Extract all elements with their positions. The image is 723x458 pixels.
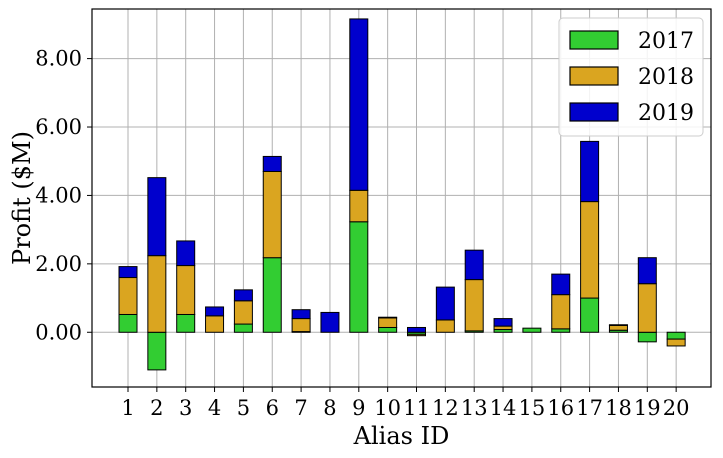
legend-label-2018: 2018 <box>638 65 694 90</box>
axis-ticks: 1 2 3 4 5 6 7 8 9 10 11 12 13 14 15 16 17 18 19 200.002.004… <box>35 47 689 420</box>
x-tick-label: 4 <box>208 396 221 420</box>
bar-segment-2019 <box>608 324 628 326</box>
x-tick-label: 16 <box>547 396 574 420</box>
bar-segment-2019 <box>464 249 484 281</box>
x-tick-label: 15 <box>519 396 546 420</box>
bar-segment-2017 <box>522 327 542 333</box>
legend-label-2019: 2019 <box>638 101 694 126</box>
bar-segment-2019 <box>262 155 282 172</box>
bar-segment-2017 <box>176 313 196 333</box>
bar-segment-2018 <box>262 170 282 259</box>
plot-area-frame <box>91 8 712 388</box>
bar-segment-2018 <box>464 279 484 332</box>
x-tick-label: 19 <box>634 396 661 420</box>
bar-segment-2018 <box>407 333 426 337</box>
x-tick-label: 14 <box>490 396 517 420</box>
legend-entry-2018: 2018 <box>569 65 694 90</box>
x-tick-label: 10 <box>374 396 401 420</box>
bar-segment-2018 <box>666 338 686 347</box>
bar-segment-2017 <box>233 323 253 333</box>
bar-segment-2018 <box>551 294 571 330</box>
bar-segment-2019 <box>551 273 571 296</box>
bar-segment-2017 <box>551 328 571 333</box>
bar-segment-2019 <box>118 266 138 279</box>
bar-segment-2019 <box>205 306 225 317</box>
bar-segment-2018 <box>118 277 138 315</box>
bar-segment-2019 <box>349 18 369 191</box>
bar-segment-2018 <box>176 265 196 315</box>
bar-segment-2019 <box>320 311 340 333</box>
bar-segment-2018 <box>493 325 513 331</box>
bar-segment-2019 <box>176 240 196 267</box>
bar-segment-2019 <box>493 318 513 327</box>
bar-segment-2018 <box>378 317 398 328</box>
x-tick-label: 17 <box>576 396 603 420</box>
x-axis-label: Alias ID <box>353 422 450 450</box>
y-tick-label: 6.00 <box>35 115 82 139</box>
x-tick-label: 8 <box>323 396 336 420</box>
bar-segment-2018 <box>291 318 311 333</box>
y-tick-label: 4.00 <box>35 183 82 207</box>
legend-swatch-2017 <box>569 30 619 50</box>
x-tick-label: 2 <box>150 396 163 420</box>
x-tick-label: 12 <box>432 396 459 420</box>
bar-segment-2018 <box>205 315 225 333</box>
x-tick-label: 20 <box>663 396 690 420</box>
legend-entry-2017: 2017 <box>569 29 694 54</box>
y-tick-label: 0.00 <box>35 320 82 344</box>
legend: 2017 2018 2019 <box>558 17 704 137</box>
x-tick-label: 11 <box>403 396 430 420</box>
x-tick-label: 3 <box>179 396 192 420</box>
bar-segment-2017 <box>580 297 600 333</box>
bar-segment-2017 <box>349 221 369 333</box>
bar-segment-2017 <box>147 331 167 371</box>
x-tick-label: 5 <box>237 396 250 420</box>
y-tick-label: 8.00 <box>35 47 82 71</box>
bar-segment-2017 <box>378 326 398 333</box>
x-tick-label: 7 <box>294 396 307 420</box>
legend-entry-2019: 2019 <box>569 101 694 126</box>
bar-segment-2019 <box>637 257 657 285</box>
bar-segment-2019 <box>435 286 455 321</box>
bar-segment-2017 <box>262 257 282 333</box>
y-axis-label: Profit ($M) <box>8 131 36 265</box>
bar-segment-2019 <box>291 309 311 320</box>
bars <box>118 18 686 371</box>
legend-swatch-2018 <box>569 66 619 86</box>
bar-segment-2018 <box>147 255 167 333</box>
x-tick-label: 6 <box>266 396 279 420</box>
bar-segment-2018 <box>580 201 600 299</box>
bar-segment-2018 <box>233 300 253 325</box>
bar-segment-2017 <box>118 313 138 333</box>
bar-segment-2018 <box>608 324 628 331</box>
x-tick-label: 13 <box>461 396 488 420</box>
legend-swatch-2019 <box>569 102 619 122</box>
bar-segment-2017 <box>666 331 686 340</box>
bar-segment-2019 <box>580 140 600 203</box>
y-tick-label: 2.00 <box>35 252 82 276</box>
bar-segment-2019 <box>378 316 398 319</box>
bar-segment-2019 <box>233 289 253 302</box>
bar-segment-2018 <box>637 283 657 333</box>
bar-segment-2017 <box>637 331 657 343</box>
bar-segment-2018 <box>349 189 369 223</box>
bar-segment-2019 <box>147 177 167 257</box>
legend-label-2017: 2017 <box>638 29 694 54</box>
x-tick-label: 18 <box>605 396 632 420</box>
bar-segment-2019 <box>407 326 426 333</box>
x-tick-label: 1 <box>121 396 134 420</box>
x-tick-label: 9 <box>352 396 365 420</box>
bar-segment-2018 <box>435 319 455 333</box>
